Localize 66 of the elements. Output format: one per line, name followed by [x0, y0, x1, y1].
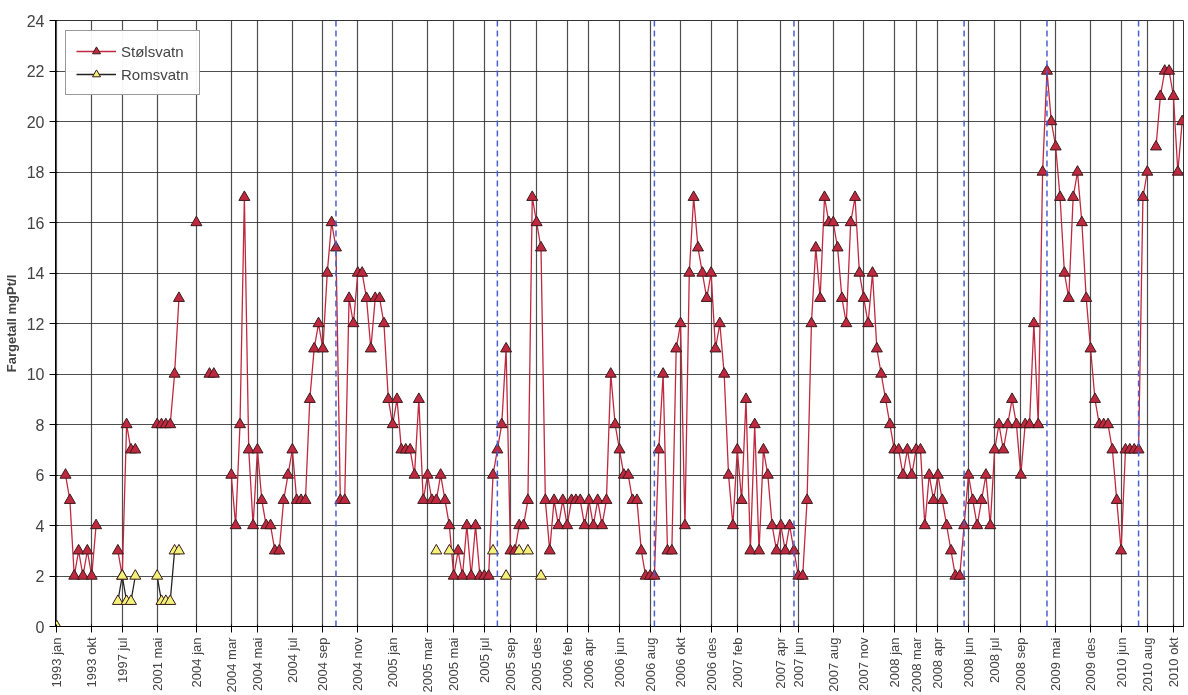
x-tick-label: 2005 mai [446, 637, 462, 691]
y-tick-label: 16 [26, 214, 45, 232]
point [164, 594, 177, 605]
point [111, 594, 124, 605]
x-tick-label: 1997 jul [114, 637, 130, 684]
x-tick-label: 2004 jan [188, 637, 204, 688]
y-tick-label: 22 [26, 63, 45, 80]
y-tick-label: 0 [35, 618, 45, 636]
x-tick-label: 2008 jul [987, 637, 1003, 684]
x-tick-label: 2006 apr [581, 636, 597, 689]
point [430, 543, 443, 555]
y-axis-title: Fargetall mgPt/l [3, 274, 19, 373]
point [172, 543, 185, 555]
x-tick-label: 2009 des [1083, 637, 1099, 691]
x-tick-label: 2007 nov [856, 637, 872, 691]
x-tick-label: 2004 jul [284, 637, 300, 684]
x-tick-label: 2005 sep [502, 637, 518, 691]
x-tick-label: 2009 mai [1048, 637, 1064, 691]
x-tick-label: 2001 mai [149, 637, 165, 691]
x-tick-label: 2005 des [529, 637, 545, 691]
y-tick-label: 24 [26, 12, 45, 30]
point [124, 594, 137, 605]
y-tick-label: 14 [26, 265, 45, 282]
x-tick-label: 2004 mar [223, 636, 239, 693]
x-tick-label: 2010 jun [1113, 637, 1129, 688]
y-tick-label: 18 [26, 164, 45, 181]
x-tick-label: 2006 jun [612, 637, 627, 688]
x-tick-label: 2006 okt [673, 637, 689, 688]
point [487, 543, 499, 555]
point [151, 569, 164, 580]
x-tick-label: 1993 okt [84, 637, 100, 688]
x-tick-label: 2007 jun [790, 637, 806, 688]
x-tick-label: 2010 okt [1165, 637, 1181, 688]
x-tick-label: 2006 des [703, 637, 719, 691]
x-tick-label: 2010 aug [1139, 637, 1155, 692]
y-tick-label: 8 [35, 416, 45, 434]
x-tick-label: 2005 mar [420, 636, 436, 693]
x-tick-label: 2004 nov [350, 637, 366, 691]
x-tick-label: 1993 jan [49, 637, 65, 688]
y-tick-label: 10 [26, 366, 45, 383]
x-tick-label: 2008 jun [960, 637, 976, 688]
legend-label: Romsvatn [121, 65, 189, 83]
x-tick-label: 2007 aug [825, 637, 841, 692]
x-tick-label: 2007 apr [773, 636, 789, 689]
x-tick-label: 2008 apr [930, 636, 946, 689]
x-tick-label: 2007 feb [729, 637, 745, 689]
y-tick-label: 2 [35, 568, 45, 585]
x-tick-label: 2008 jan [886, 637, 902, 688]
point [500, 569, 513, 580]
x-tick-label: 2006 aug [642, 637, 658, 692]
x-tick-label: 2004 mai [249, 637, 265, 691]
x-tick-label: 2004 sep [315, 637, 331, 691]
point [443, 543, 456, 555]
y-tick-label: 4 [35, 517, 45, 535]
point [129, 569, 142, 580]
y-tick-label: 6 [35, 467, 45, 484]
x-tick-label: 2006 feb [559, 637, 575, 689]
y-tick-label: 20 [26, 113, 45, 131]
x-tick-label: 2005 jul [476, 637, 492, 684]
y-tick-label: 12 [26, 315, 45, 333]
point [534, 569, 547, 580]
point [521, 543, 534, 555]
x-tick-label: 2005 jan [385, 637, 401, 688]
x-tick-label: 2008 mar [908, 636, 924, 693]
x-tick-label: 2008 sep [1013, 637, 1029, 691]
legend-label: Stølsvatn [121, 42, 184, 60]
